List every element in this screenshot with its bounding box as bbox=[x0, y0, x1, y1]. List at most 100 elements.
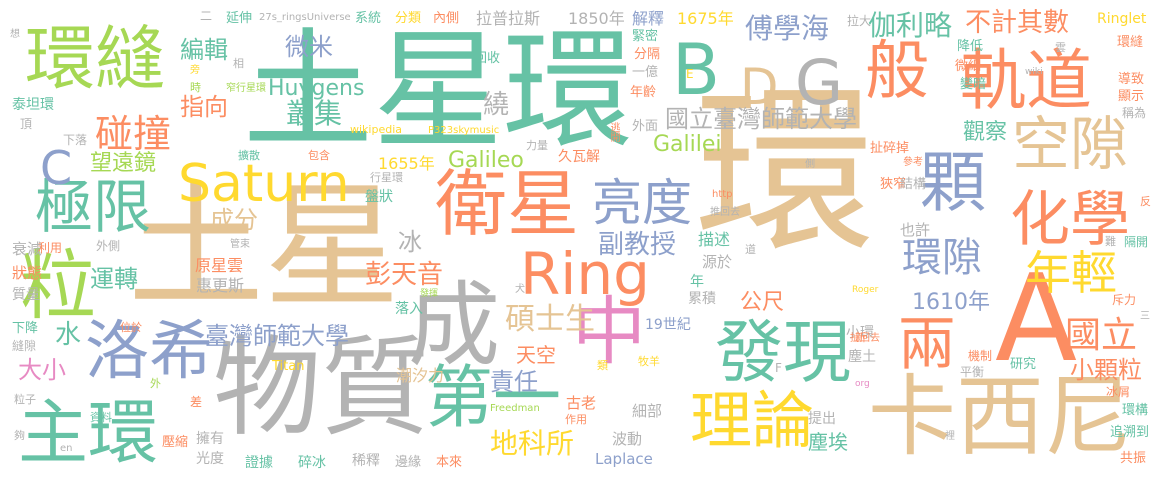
word-rings-universe: 27s_ringsUniverse bbox=[259, 12, 351, 23]
word-b: B bbox=[672, 29, 721, 111]
word-er: 二 bbox=[200, 9, 213, 23]
word-wei-mi: 微米 bbox=[285, 33, 333, 61]
word-xia-jiang: 下降 bbox=[12, 321, 39, 336]
word-1850: 1850年 bbox=[568, 9, 625, 28]
word-yan-shen: 延伸 bbox=[226, 11, 253, 26]
word-yun-zhuan: 運轉 bbox=[90, 265, 138, 293]
word-1675: 1675年 bbox=[677, 9, 734, 28]
word-c: C bbox=[40, 141, 73, 195]
word-fen-lei: 分類 bbox=[395, 11, 422, 26]
word-e: E bbox=[686, 67, 694, 81]
word-ban: 般 bbox=[865, 35, 929, 109]
word-wei-yu: 位於 bbox=[120, 321, 142, 334]
word-huan: 環 bbox=[695, 69, 876, 278]
word-guo-li: 國立 bbox=[1065, 315, 1138, 356]
word-bo-dong: 波動 bbox=[612, 430, 643, 448]
word-bing: 冰 bbox=[398, 228, 422, 256]
word-huan-gou: 環構 bbox=[1122, 403, 1149, 418]
word-zhong: 中 bbox=[572, 289, 646, 375]
word-ji-xian: 極限 bbox=[35, 173, 152, 241]
word-di-ke-suo: 地科所 bbox=[490, 427, 575, 460]
word-wu-zhi: 物質 bbox=[213, 326, 430, 451]
word-fu-jiao-shou: 副教授 bbox=[598, 230, 677, 260]
word-jiu-wa-jie: 久瓦解 bbox=[558, 149, 600, 165]
word-li-zi: 粒子 bbox=[14, 393, 36, 406]
word-taiwan-normal-univ: 臺灣師範大學 bbox=[205, 322, 349, 350]
word-dao-zhi: 導致 bbox=[1118, 72, 1145, 87]
word-freedman: Freedman bbox=[490, 403, 540, 414]
word-da-xiao: 大小 bbox=[18, 356, 66, 384]
word-zuo-yong: 作用 bbox=[565, 413, 587, 426]
word-wai: 外 bbox=[150, 377, 161, 390]
word-fen-ge: 分隔 bbox=[634, 47, 661, 62]
word-shuai-jian: 衰減 bbox=[12, 240, 43, 258]
word-pang: 旁 bbox=[190, 65, 200, 76]
word-liang: 兩 bbox=[898, 310, 957, 378]
word-yun: 雲 bbox=[1055, 41, 1066, 54]
word-gu-lao: 古老 bbox=[566, 394, 597, 412]
word-huan-xi: 環隙 bbox=[902, 235, 982, 281]
word-zhu-huan: 主環 bbox=[18, 392, 158, 474]
word-miao-shu: 描述 bbox=[698, 230, 731, 249]
word-li-yong: 利用 bbox=[38, 241, 63, 255]
word-cheng-fen: 成分 bbox=[210, 206, 258, 234]
word-kuo-san: 擴散 bbox=[238, 149, 260, 162]
word-fa-hui: 發揮 bbox=[420, 289, 439, 299]
word-luo-ru: 落入 bbox=[395, 301, 423, 317]
word-en: en bbox=[60, 443, 73, 454]
word-zhi-xiang: 指向 bbox=[180, 93, 228, 121]
word-huygens: Huygens bbox=[268, 76, 365, 101]
word-19-shi-ji: 19世紀 bbox=[645, 317, 691, 333]
word-rao: 繞 bbox=[483, 90, 510, 120]
word-cheng-wei: 稱為 bbox=[1122, 106, 1147, 120]
word-hui-geng-si: 惠更斯 bbox=[196, 276, 245, 295]
word-li: 粒 bbox=[20, 241, 96, 330]
word-zhai-xing-xing-huan: 窄行星環 bbox=[226, 83, 266, 94]
word-hua-xue: 化學 bbox=[1010, 185, 1130, 255]
word-tui-hui-qu: 推回去 bbox=[710, 207, 740, 218]
word-zhi-liang: 質量 bbox=[12, 287, 40, 303]
word-ke: 顆 bbox=[920, 144, 986, 221]
word-gong-zhen: 共振 bbox=[1120, 451, 1147, 466]
word-chao-xi-li: 潮汐力 bbox=[396, 366, 445, 385]
word-nian-qing: 年輕 bbox=[1025, 246, 1117, 300]
word-cha: 差 bbox=[190, 395, 203, 409]
word-xi-shi: 稀釋 bbox=[352, 453, 380, 469]
word-wai-ce: 外側 bbox=[96, 239, 121, 253]
word-g: G bbox=[795, 46, 844, 119]
word-nian: 年 bbox=[690, 274, 704, 290]
word-bian-an: 變暗 bbox=[960, 77, 987, 92]
word-xia-luo: 下落 bbox=[63, 133, 88, 147]
word-fan: 反 bbox=[1140, 195, 1151, 208]
word-bian-yuan: 邊緣 bbox=[395, 455, 422, 470]
word-xia-zhai: 狹窄 bbox=[880, 177, 907, 192]
word-nan: 難 bbox=[1105, 235, 1116, 248]
word-ya-suo: 壓縮 bbox=[162, 435, 189, 450]
word-wei-xi: 微細 bbox=[955, 59, 982, 74]
word-xi-bu: 細部 bbox=[632, 402, 663, 420]
word-la-pu-la-si: 拉普拉斯 bbox=[476, 9, 541, 28]
word-tao-kai: 逃開 bbox=[608, 122, 619, 142]
word-1610: 1610年 bbox=[912, 290, 990, 315]
word-ben-lai: 本來 bbox=[436, 455, 463, 470]
word-guan-cha: 觀察 bbox=[963, 120, 1008, 145]
word-shi: 時 bbox=[190, 81, 201, 94]
word-che-sui-diao: 扯碎掉 bbox=[870, 141, 910, 156]
word-ze-ren: 責任 bbox=[490, 368, 538, 396]
word-ti-chu: 提出 bbox=[808, 411, 836, 427]
word-roger: Roger bbox=[852, 285, 879, 295]
word-xing-xing-huan: 行星環 bbox=[370, 171, 403, 184]
word-xiang-think: 想 bbox=[10, 29, 20, 40]
word-tu-xing: 土星 bbox=[128, 169, 400, 327]
word-nei-ce: 內側 bbox=[433, 11, 460, 26]
word-wiki: wiki bbox=[1025, 67, 1043, 77]
word-galilei: Galilei bbox=[653, 132, 722, 157]
word-can-kao: 參考 bbox=[903, 157, 923, 168]
word-d: D bbox=[740, 58, 779, 116]
word-bing-xie: 冰屑 bbox=[1106, 385, 1131, 399]
word-jie-shi: 解釋 bbox=[632, 9, 665, 28]
word-la-da: 拉大 bbox=[847, 14, 872, 28]
word-lei-ji: 累積 bbox=[688, 291, 716, 307]
word-galileo: Galileo bbox=[448, 148, 524, 173]
word-saturn: Saturn bbox=[178, 154, 350, 214]
